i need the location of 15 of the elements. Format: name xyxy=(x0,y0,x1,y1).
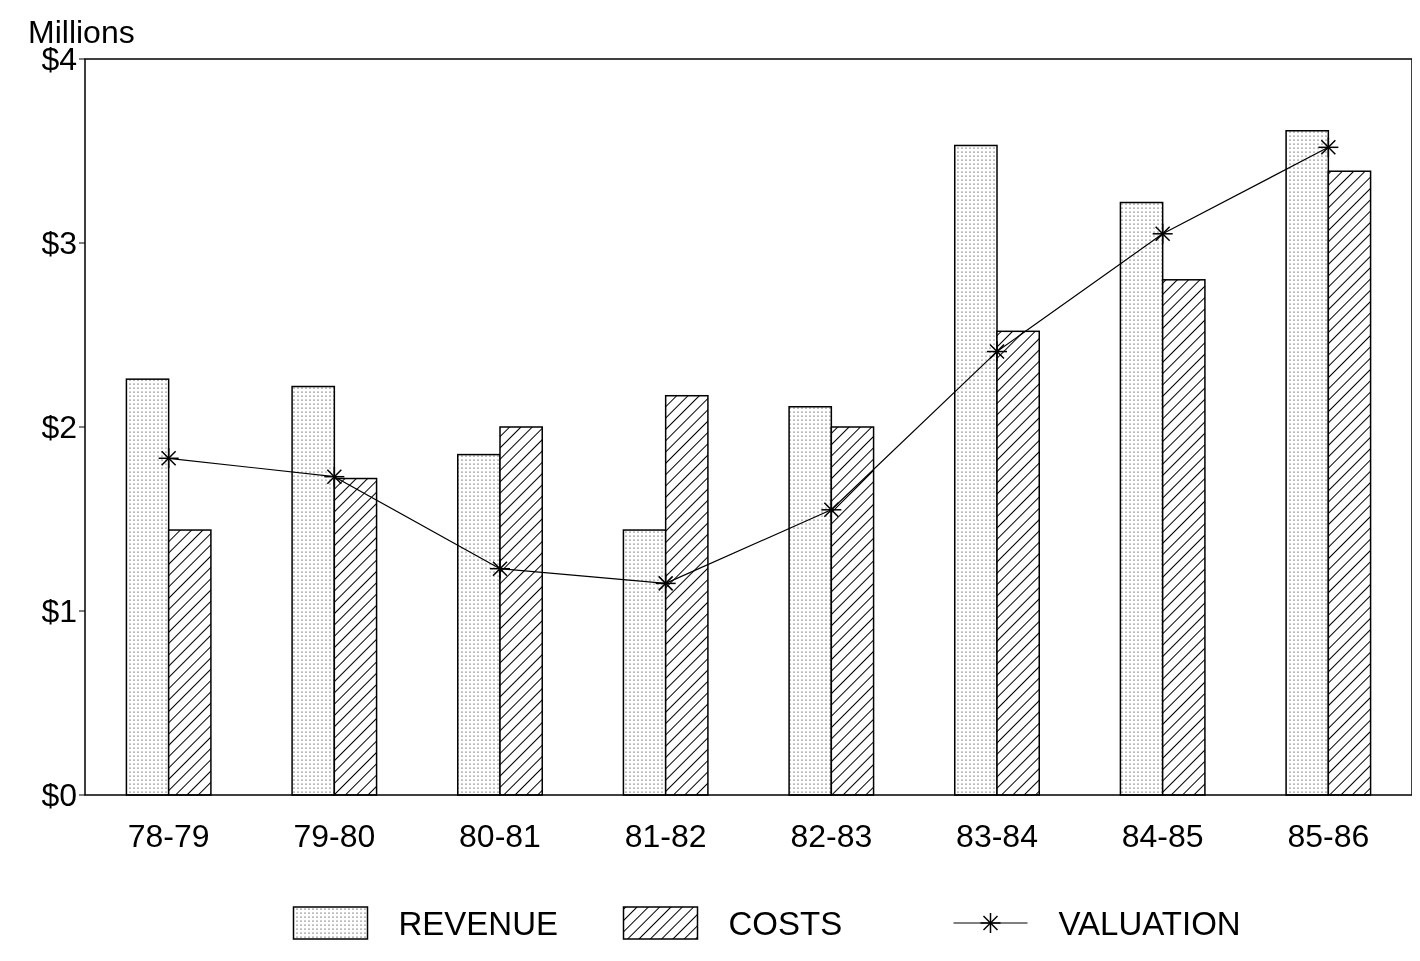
y-tick-label: $3 xyxy=(41,225,77,262)
y-tick-label: $0 xyxy=(41,777,77,814)
x-tick-label: 84-85 xyxy=(1121,818,1204,854)
x-tick-label: 82-83 xyxy=(790,818,873,854)
x-tick-label: 81-82 xyxy=(624,818,707,854)
x-tick-label: 85-86 xyxy=(1287,818,1370,854)
x-tick-label: 78-79 xyxy=(127,818,210,854)
x-tick-label: 80-81 xyxy=(459,818,541,854)
legend-label: COSTS xyxy=(728,905,843,942)
legend-label: REVENUE xyxy=(398,905,559,942)
legend-label: VALUATION xyxy=(1058,905,1241,942)
y-tick-label: $2 xyxy=(41,409,77,446)
x-tick-label: 83-84 xyxy=(956,818,1038,854)
y-tick-label: $1 xyxy=(41,593,77,630)
x-tick-label: 79-80 xyxy=(293,818,376,854)
